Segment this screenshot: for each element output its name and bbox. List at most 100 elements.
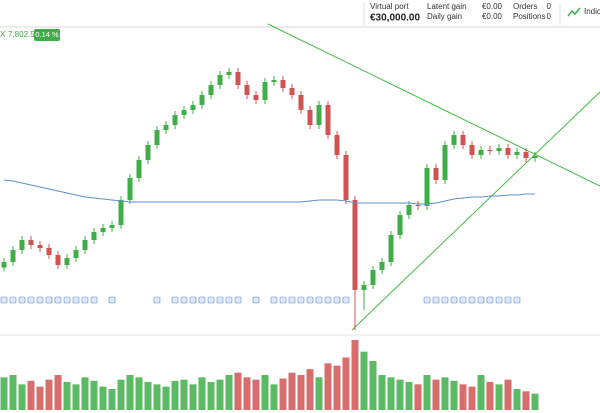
candle-body [271,80,277,82]
event-icon [207,296,215,304]
volume-bar [54,375,62,410]
event-icon [486,296,494,304]
portfolio-label: Virtual port [370,2,409,11]
candle-body [280,80,286,88]
event-icon [54,296,62,304]
orders-value: 0 [547,2,552,11]
volume-bar [333,365,341,410]
event-icon [333,296,341,304]
positions-label: Positions [513,12,545,21]
candle-body [109,225,115,228]
candle-body [433,168,439,180]
volume-bar [252,379,260,410]
candle-body [496,148,502,151]
candle-body [469,145,475,155]
volume-bar [126,375,134,410]
candle-body [442,145,448,180]
volume-bar [90,380,98,410]
candle-body [451,135,457,145]
volume-bar [18,384,26,410]
volume-bar [351,340,359,410]
volume-bar [522,391,530,410]
portfolio-value: €30,000.00 [370,13,420,24]
candle-body [379,262,385,270]
candle-body [127,178,133,200]
volume-bar [0,377,8,410]
candle-body [325,105,331,135]
candle-body [19,240,25,250]
latent-value: €0.00 [482,2,503,11]
volume-bar [513,389,521,410]
top-bar [0,0,600,27]
event-icon [324,296,332,304]
candle-body [478,150,484,155]
volume-bar [216,379,224,410]
volume-bar [387,377,395,410]
indicators-label: Indica [584,7,600,16]
event-icon [18,296,26,304]
candle-body [217,75,223,85]
volume-bar [63,382,71,410]
event-icon [297,296,305,304]
candle-body [370,270,376,285]
candle-body [235,72,241,85]
ticker: X [0,30,6,39]
volume-bar [234,372,242,410]
volume-bar [360,351,368,410]
volume-bar [468,386,476,410]
event-icon [477,296,485,304]
volume-bar [396,379,404,410]
volume-bar [378,375,386,410]
candle-body [118,200,124,225]
trend-line[interactable] [267,23,600,187]
candle-body [307,110,313,125]
candle-body [388,235,394,262]
candle-body [361,285,367,290]
volume-bar [261,375,269,410]
candle-body [10,250,16,262]
event-icon [63,296,71,304]
event-icon [288,296,296,304]
latent-label: Latent gain [427,2,467,11]
volume-bar [477,375,485,410]
volume-bar [405,382,413,410]
volume-bar [108,389,116,410]
indicators-button[interactable]: Indica [567,7,600,17]
daily-value: €0.00 [482,12,503,21]
candle-body [82,240,88,250]
candle-body [91,232,97,240]
candle-body [100,228,106,232]
candle-body [460,135,466,145]
volume-bar [72,384,80,410]
event-icon [9,296,17,304]
event-icon [225,296,233,304]
volume-bar [432,379,440,410]
candle-body [514,152,520,155]
candle-body [208,85,214,95]
event-icon [270,296,278,304]
event-icon [450,296,458,304]
volume-bar [117,379,125,410]
event-icon [81,296,89,304]
candle-body [298,95,304,110]
event-icon [171,296,179,304]
trend-line[interactable] [351,91,600,331]
event-icon [216,296,224,304]
event-icon [36,296,44,304]
volume-bar [198,377,206,410]
candle-body [55,255,61,265]
volume-bar [441,377,449,410]
change: 0.14 % [35,30,59,39]
candle-body [334,135,340,155]
candle-body [190,105,196,110]
candle-body [424,168,430,206]
event-icon [108,296,116,304]
candle-body [136,160,142,178]
volume-bar [144,382,152,410]
event-icon [153,296,161,304]
event-icon [234,296,242,304]
candle-body [163,125,169,130]
volume-bar [243,377,251,410]
volume-bar [45,379,53,410]
